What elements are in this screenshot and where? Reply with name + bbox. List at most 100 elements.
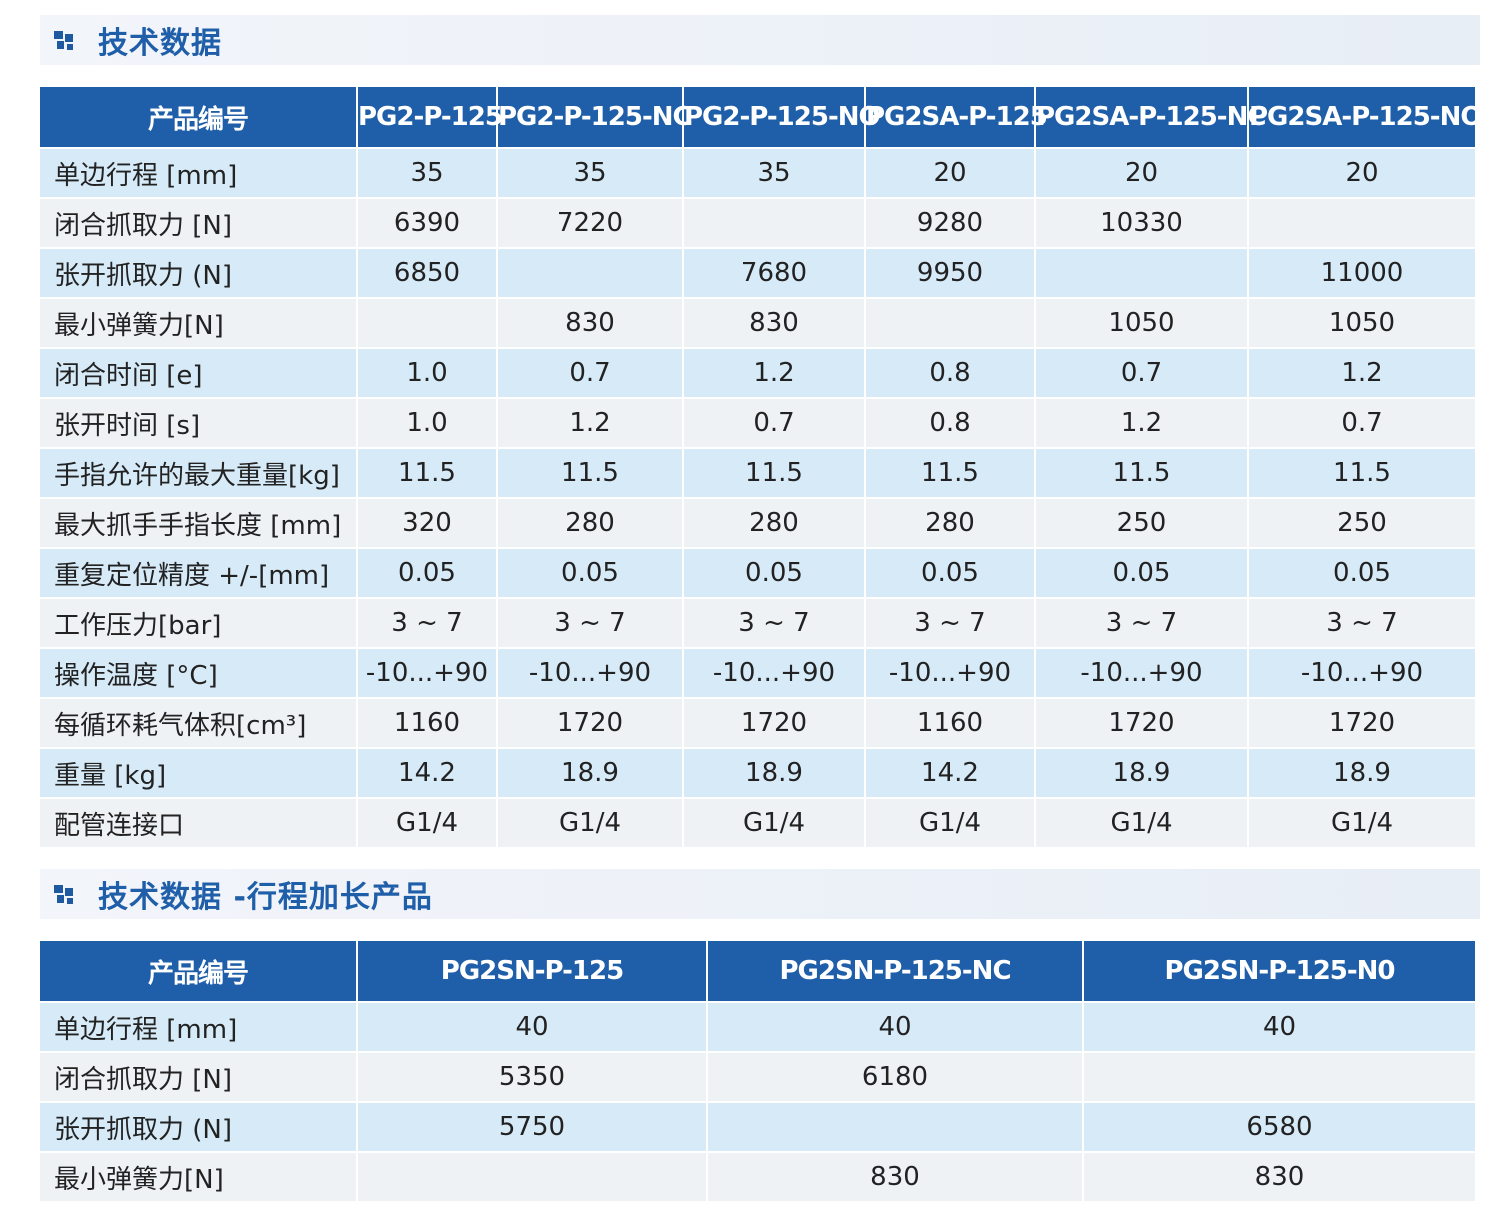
table-row: 重复定位精度 +/-[mm] 0.05 0.05 0.05 0.05 0.05 0.05 <box>40 547 1475 597</box>
table-cell: 3 ~ 7 <box>1249 597 1475 647</box>
table-cell: 11.5 <box>498 447 684 497</box>
table-cell <box>1084 1051 1475 1101</box>
row-label: 操作温度 [°C] <box>40 647 358 697</box>
header-model: PG2SN-P-125 <box>358 941 708 1001</box>
table-cell: 0.05 <box>1249 547 1475 597</box>
table-cell: 20 <box>1036 147 1249 197</box>
table-cell: 40 <box>1084 1001 1475 1051</box>
table-row: 操作温度 [°C] -10...+90 -10...+90 -10...+90 -10.… <box>40 647 1475 697</box>
table-row: 手指允许的最大重量[kg] 11.5 11.5 11.5 11.5 11.5 11.5 <box>40 447 1475 497</box>
row-label: 单边行程 [mm] <box>40 147 358 197</box>
table-cell: 3 ~ 7 <box>866 597 1036 647</box>
table-cell: 20 <box>1249 147 1475 197</box>
table-cell <box>358 297 498 347</box>
table-header-row: 产品编号 PG2SN-P-125 PG2SN-P-125-NC PG2SN-P-125… <box>40 941 1475 1001</box>
row-label: 最小弹簧力[N] <box>40 1151 358 1201</box>
table-cell: -10...+90 <box>358 647 498 697</box>
header-model: PG2SA-P-125-NO <box>1249 87 1482 147</box>
logo-icon <box>54 29 76 51</box>
row-label: 配管连接口 <box>40 797 358 847</box>
table-cell: G1/4 <box>866 797 1036 847</box>
extended-stroke-table: 产品编号 PG2SN-P-125 PG2SN-P-125-NC PG2SN-P-125… <box>40 941 1475 1201</box>
table-cell: 11.5 <box>1036 447 1249 497</box>
table-cell: -10...+90 <box>498 647 684 697</box>
row-label: 重量 [kg] <box>40 747 358 797</box>
row-label: 重复定位精度 +/-[mm] <box>40 547 358 597</box>
table-cell: 1.2 <box>684 347 866 397</box>
table-cell: 20 <box>866 147 1036 197</box>
table-cell: G1/4 <box>1249 797 1475 847</box>
section-header-tech-data: 技术数据 <box>40 15 1480 65</box>
section-title: 技术数据 -行程加长产品 <box>98 880 433 915</box>
header-product-code: 产品编号 <box>40 87 358 147</box>
table-cell: 11.5 <box>684 447 866 497</box>
table-cell: 0.05 <box>684 547 866 597</box>
header-model: PG2-P-125 <box>358 87 503 147</box>
table-cell: 830 <box>498 297 684 347</box>
table-cell: 35 <box>358 147 498 197</box>
table-cell: 830 <box>1084 1151 1475 1201</box>
table-cell: 0.7 <box>1249 397 1475 447</box>
row-label: 张开抓取力 (N] <box>40 1101 358 1151</box>
table-row: 最小弹簧力[N] 830 830 <box>40 1151 1475 1201</box>
table-row: 张开抓取力 (N] 6850 7680 9950 11000 <box>40 247 1475 297</box>
table-cell: 0.7 <box>498 347 684 397</box>
table-cell: 1160 <box>358 697 498 747</box>
table-cell: 1160 <box>866 697 1036 747</box>
table-cell: -10...+90 <box>684 647 866 697</box>
table-cell: 11.5 <box>866 447 1036 497</box>
table-row: 张开抓取力 (N] 5750 6580 <box>40 1101 1475 1151</box>
table-cell: 11000 <box>1249 247 1475 297</box>
table-row: 重量 [kg] 14.2 18.9 18.9 14.2 18.9 18.9 <box>40 747 1475 797</box>
table-cell <box>1249 197 1475 247</box>
table-cell: 250 <box>1249 497 1475 547</box>
row-label: 闭合抓取力 [N] <box>40 1051 358 1101</box>
table-cell: 0.7 <box>1036 347 1249 397</box>
table-cell: 1.2 <box>1036 397 1249 447</box>
table-cell: 9280 <box>866 197 1036 247</box>
table-cell: 0.7 <box>684 397 866 447</box>
table-cell: 1.0 <box>358 347 498 397</box>
table-row: 每循环耗气体积[cm³] 1160 1720 1720 1160 1720 1720 <box>40 697 1475 747</box>
table-cell: 6580 <box>1084 1101 1475 1151</box>
table-cell: 3 ~ 7 <box>358 597 498 647</box>
table-cell: 0.8 <box>866 347 1036 397</box>
table-cell: 35 <box>498 147 684 197</box>
row-label: 单边行程 [mm] <box>40 1001 358 1051</box>
table-cell: 280 <box>684 497 866 547</box>
table-cell: G1/4 <box>498 797 684 847</box>
table-cell: 3 ~ 7 <box>1036 597 1249 647</box>
header-model: PG2-P-125-NO <box>684 87 881 147</box>
row-label: 闭合抓取力 [N] <box>40 197 358 247</box>
table-cell: 6390 <box>358 197 498 247</box>
table-cell: 0.05 <box>358 547 498 597</box>
table-cell: 5750 <box>358 1101 708 1151</box>
table-cell: 18.9 <box>498 747 684 797</box>
table-cell: 1720 <box>1249 697 1475 747</box>
table-cell: 18.9 <box>1036 747 1249 797</box>
table-cell: 830 <box>684 297 866 347</box>
table-cell: 7220 <box>498 197 684 247</box>
row-label: 手指允许的最大重量[kg] <box>40 447 358 497</box>
table-cell: 11.5 <box>1249 447 1475 497</box>
table-row: 张开时间 [s] 1.0 1.2 0.7 0.8 1.2 0.7 <box>40 397 1475 447</box>
row-label: 张开时间 [s] <box>40 397 358 447</box>
table-cell: 14.2 <box>866 747 1036 797</box>
table-cell <box>498 247 684 297</box>
table-cell: 0.05 <box>866 547 1036 597</box>
table-cell: 830 <box>708 1151 1084 1201</box>
header-model: PG2SN-P-125-NC <box>708 941 1084 1001</box>
tech-data-table: 产品编号 PG2-P-125 PG2-P-125-NC PG2-P-125-NO PG2… <box>40 87 1482 847</box>
table-cell <box>684 197 866 247</box>
row-label: 工作压力[bar] <box>40 597 358 647</box>
header-product-code: 产品编号 <box>40 941 358 1001</box>
row-label: 最小弹簧力[N] <box>40 297 358 347</box>
table-cell: 18.9 <box>684 747 866 797</box>
table-cell <box>866 297 1036 347</box>
table-cell: G1/4 <box>358 797 498 847</box>
table-cell: 280 <box>866 497 1036 547</box>
table-cell: -10...+90 <box>866 647 1036 697</box>
table-cell: 7680 <box>684 247 866 297</box>
table-cell: G1/4 <box>1036 797 1249 847</box>
